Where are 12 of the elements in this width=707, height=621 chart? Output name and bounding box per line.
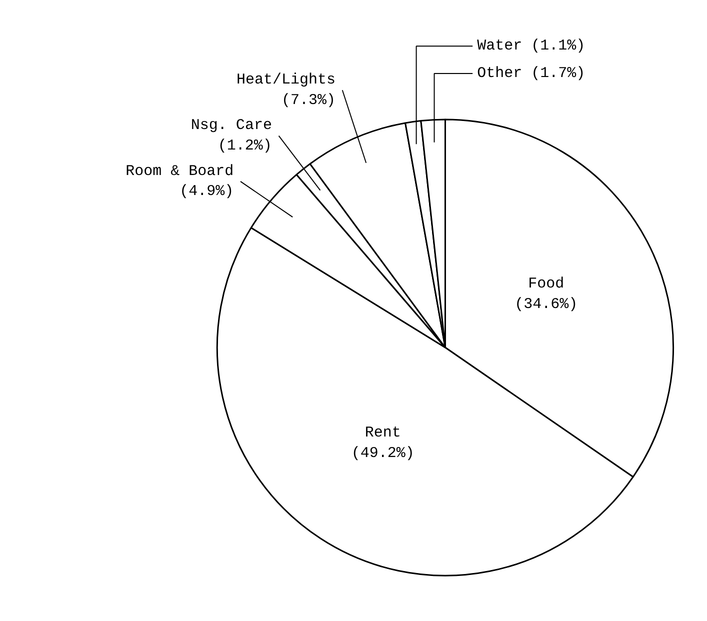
- slice-label: Heat/Lights: [236, 71, 336, 88]
- data-label: (34.6%): [514, 296, 578, 314]
- slice-label: Nsg. Care: [190, 117, 272, 134]
- data-label: (1.2%): [218, 138, 272, 154]
- slice-label: Rent: [364, 424, 401, 442]
- slice-label: Room & Board: [126, 162, 234, 180]
- data-label: (7.3%): [282, 92, 336, 109]
- data-label: (4.9%): [180, 183, 234, 200]
- data-label: (49.2%): [351, 444, 414, 462]
- slice-label: Water (1.1%): [477, 38, 586, 55]
- slice-label: Other (1.7%): [477, 65, 586, 82]
- slice-label: Food: [528, 276, 564, 293]
